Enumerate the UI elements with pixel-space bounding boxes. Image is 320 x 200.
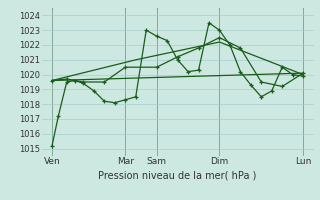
X-axis label: Pression niveau de la mer( hPa ): Pression niveau de la mer( hPa ) xyxy=(99,171,257,181)
